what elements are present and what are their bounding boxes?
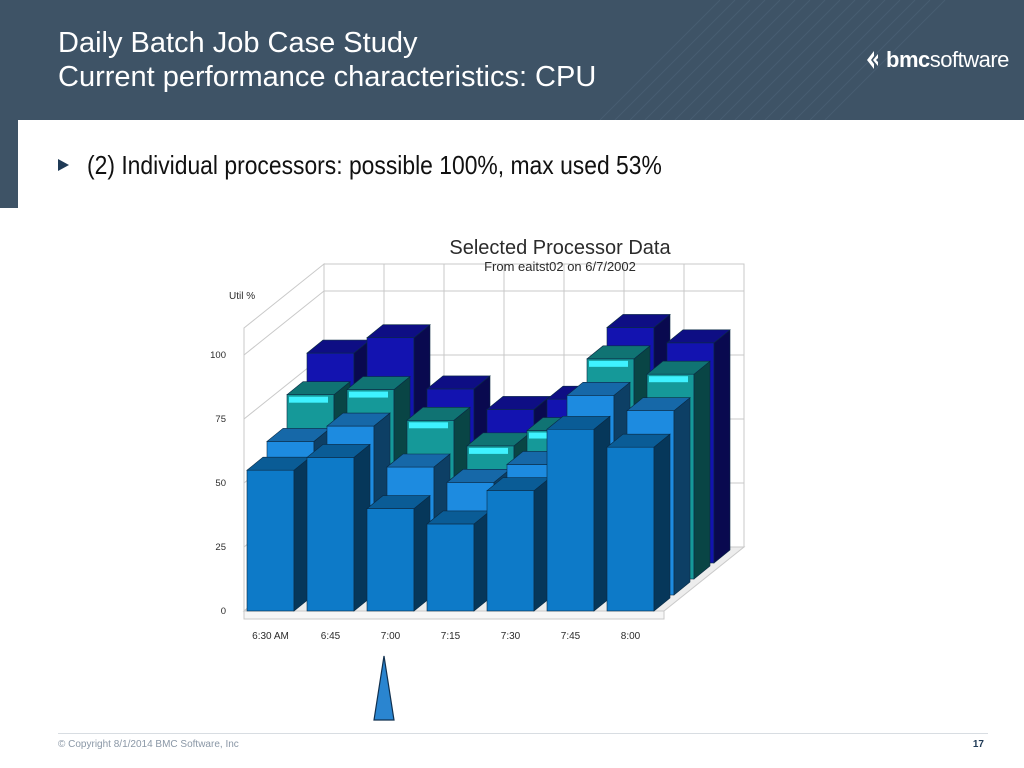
bmc-logo: bmc software <box>864 44 1009 76</box>
page-title: Daily Batch Job Case Study Current perfo… <box>58 26 596 94</box>
bar <box>486 477 551 612</box>
bar-top <box>386 453 451 468</box>
bar <box>426 510 491 612</box>
bar-top <box>406 406 471 421</box>
bullet-arrow-icon <box>58 159 69 171</box>
footer-divider <box>58 733 988 734</box>
processor-chart: Selected Processor Data From eaitst02 on … <box>200 222 800 650</box>
logo-software-text: software <box>929 47 1010 72</box>
header-band: Daily Batch Job Case Study Current perfo… <box>0 0 1024 120</box>
x-tick-label: 7:00 <box>381 631 401 642</box>
y-tick-label: 50 <box>215 478 226 489</box>
bar-top <box>346 376 411 390</box>
bar-side <box>713 329 731 564</box>
bar-side <box>693 360 711 580</box>
bar-top <box>546 415 611 430</box>
bar-top <box>566 382 631 396</box>
bar-top <box>666 329 731 344</box>
bar-top <box>606 314 671 328</box>
bar-front <box>366 508 415 612</box>
bar-highlight <box>289 396 328 403</box>
bar-top <box>306 444 371 458</box>
y-tick-label: 0 <box>221 606 226 617</box>
bar-highlight <box>469 447 508 454</box>
y-axis-label: Util % <box>229 291 255 302</box>
left-accent-band <box>0 120 18 208</box>
x-tick-label: 6:45 <box>321 631 341 642</box>
bar-top <box>366 495 431 509</box>
bar-highlight <box>409 422 448 429</box>
header-stripes <box>599 0 946 120</box>
chart-subtitle: From eaitst02 on 6/7/2002 <box>484 259 636 274</box>
bar-side <box>673 397 691 596</box>
bar-highlight <box>589 360 628 367</box>
pointer-arrow-icon <box>373 655 395 721</box>
bar-top <box>586 345 651 360</box>
x-tick-label: 7:15 <box>441 631 461 642</box>
bar-front <box>486 490 535 612</box>
floor-edge <box>243 610 665 620</box>
bar-front <box>426 523 475 612</box>
bar-top <box>626 397 691 411</box>
bar-top <box>606 433 671 448</box>
x-tick-label: 7:30 <box>501 631 521 642</box>
x-tick-label: 7:45 <box>561 631 581 642</box>
y-tick-label: 100 <box>210 350 226 361</box>
bar-top <box>286 381 351 395</box>
bar <box>546 415 611 612</box>
left-gridline <box>243 290 325 356</box>
bmc-logo-icon <box>867 51 878 69</box>
bar-front <box>306 457 355 612</box>
bar <box>306 443 371 612</box>
bar-highlight <box>649 376 688 383</box>
bar-front <box>246 469 295 612</box>
bar <box>606 433 671 612</box>
bar-front <box>606 446 655 612</box>
bar <box>366 494 431 612</box>
bar-top <box>326 412 391 427</box>
title-line-1: Daily Batch Job Case Study <box>58 27 418 59</box>
copyright-text: © Copyright 8/1/2014 BMC Software, Inc <box>58 739 239 750</box>
y-tick-label: 75 <box>215 414 226 425</box>
bar-top <box>426 375 491 390</box>
bar-side <box>653 433 671 612</box>
bar-highlight <box>349 391 388 398</box>
page-number: 17 <box>972 739 984 750</box>
bullet-text: (2) Individual processors: possible 100%… <box>87 150 662 180</box>
bullet-item: (2) Individual processors: possible 100%… <box>58 150 740 181</box>
bar <box>246 456 311 612</box>
bar-top <box>646 360 711 375</box>
x-tick-label: 8:00 <box>621 631 641 642</box>
title-line-2: Current performance characteristics: CPU <box>58 61 597 93</box>
logo-bmc-text: bmc <box>886 47 930 72</box>
bar-front <box>546 428 595 612</box>
bar-top <box>366 324 431 339</box>
chart-title: Selected Processor Data <box>449 237 671 259</box>
y-tick-label: 25 <box>215 542 226 553</box>
x-tick-label: 6:30 AM <box>252 631 289 642</box>
